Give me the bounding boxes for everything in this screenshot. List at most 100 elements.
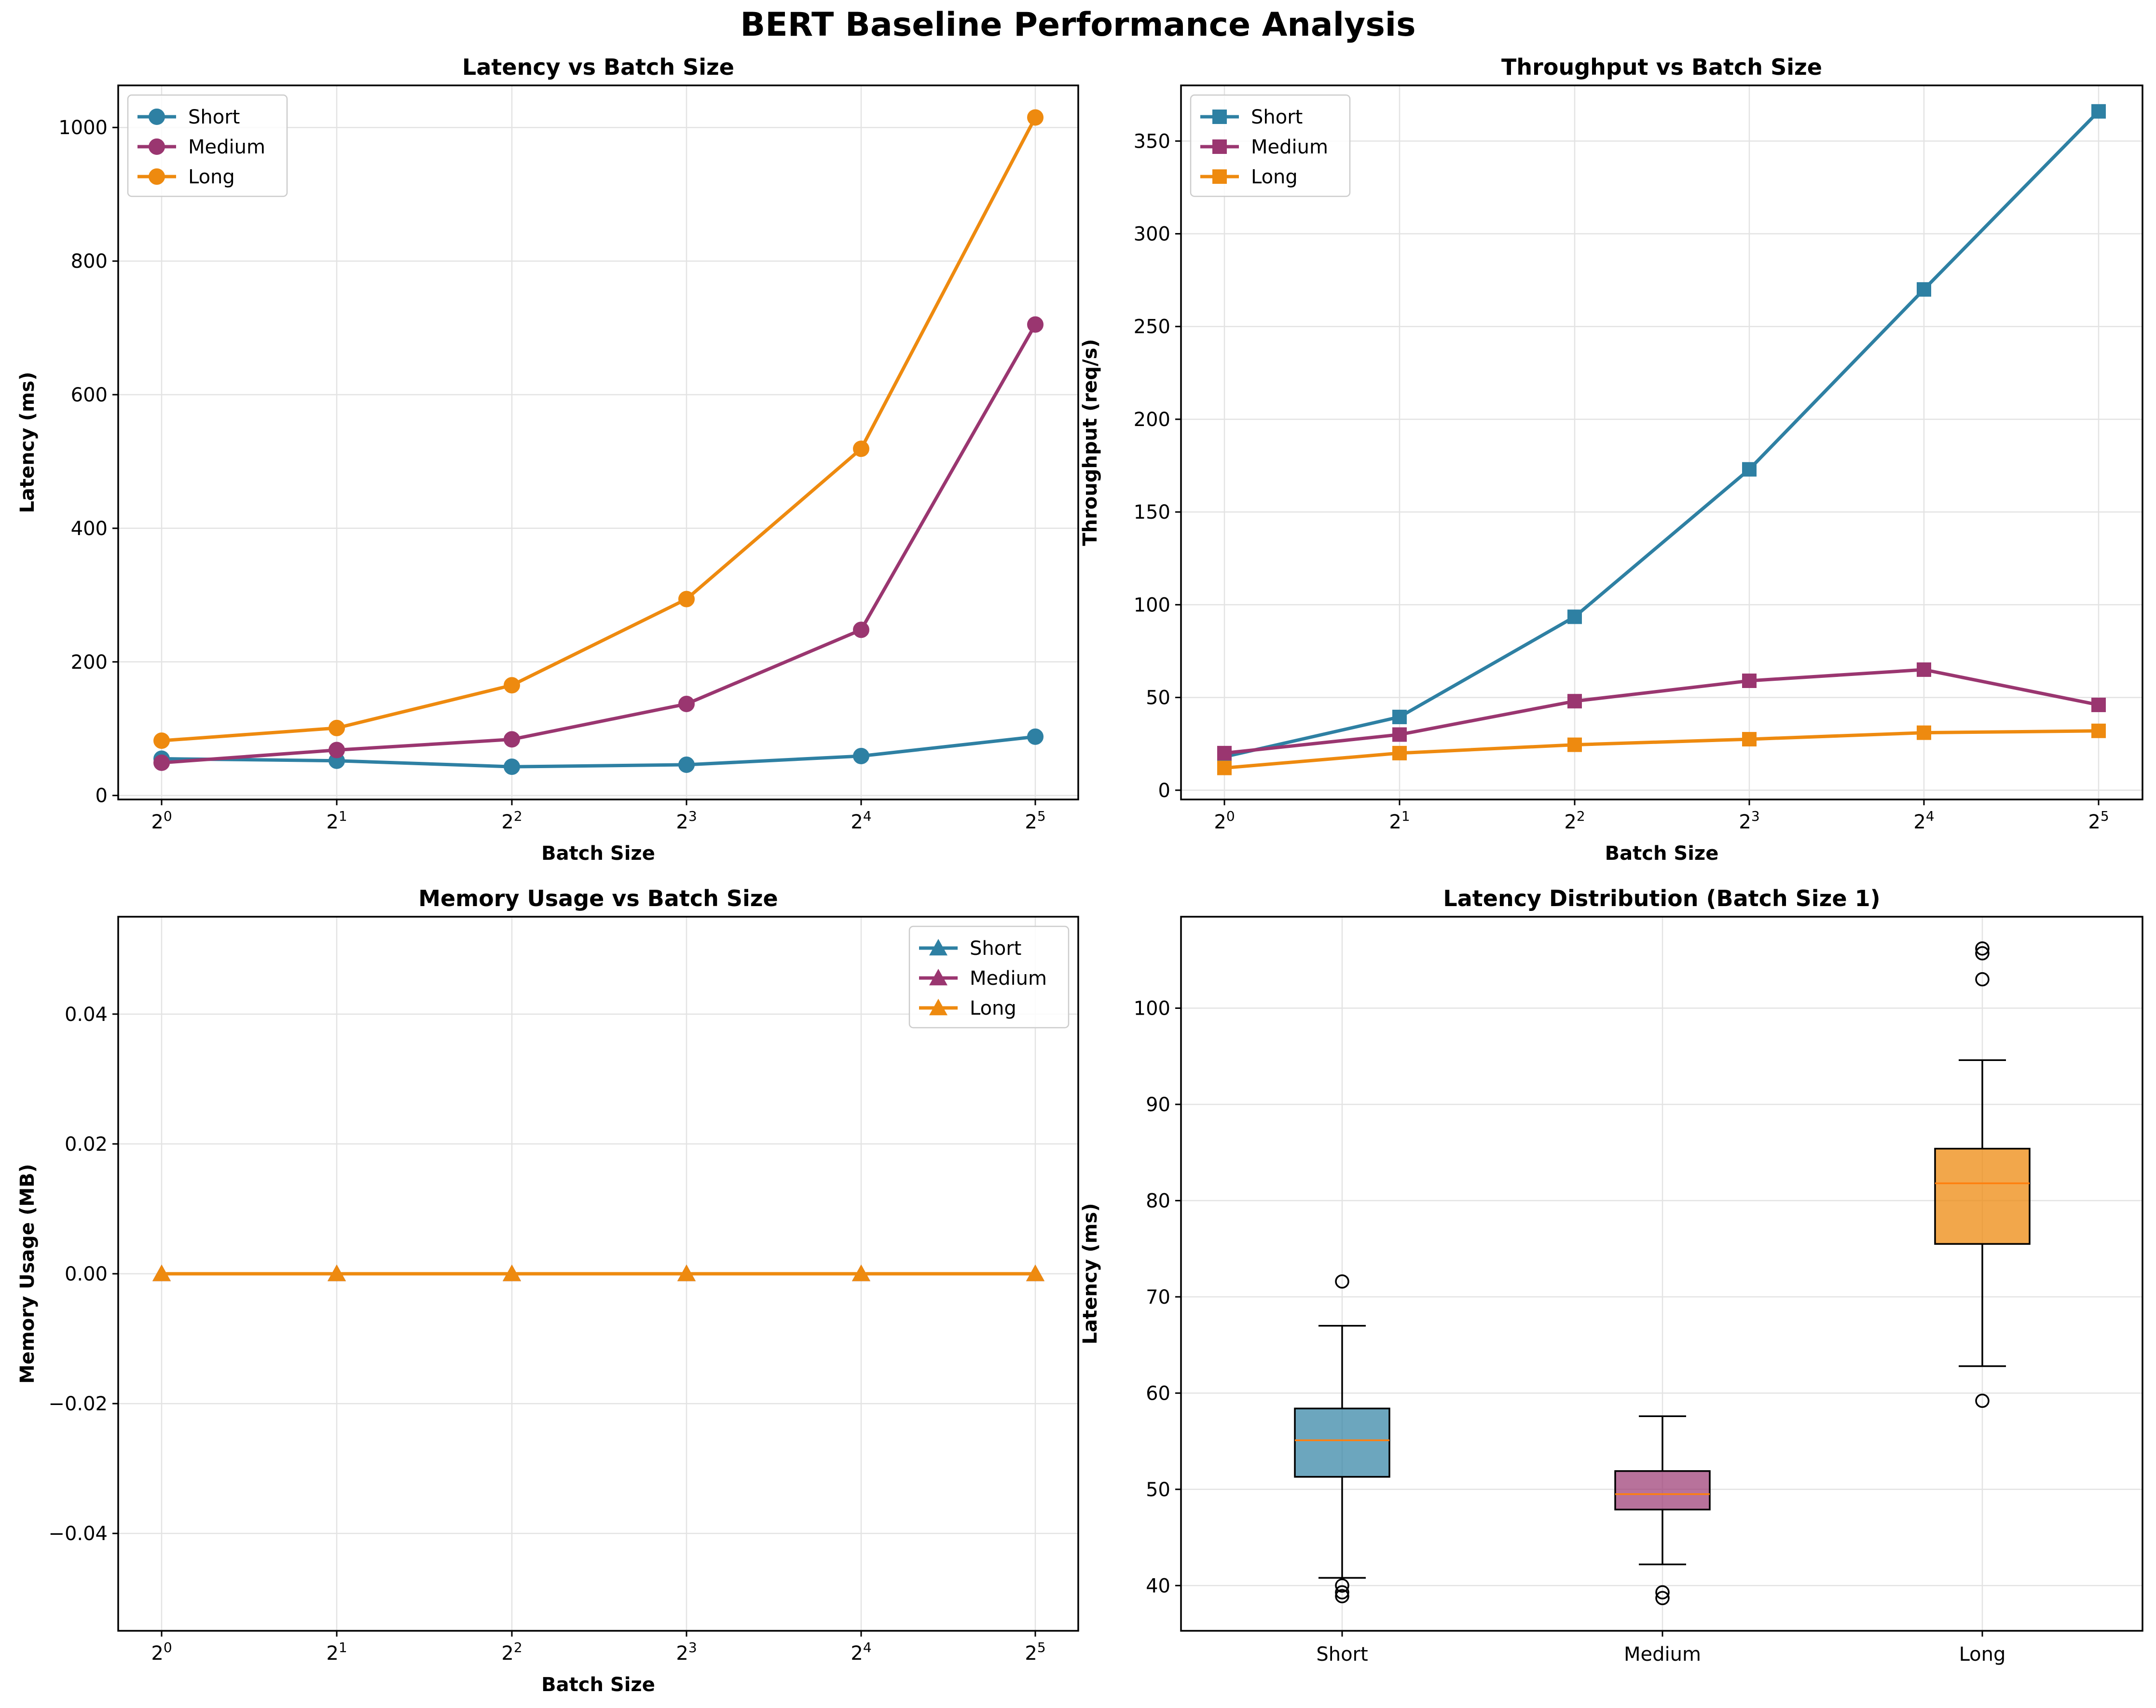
y-tick-label: 300 bbox=[1134, 223, 1170, 246]
data-point-long bbox=[329, 719, 345, 736]
data-point-short bbox=[678, 757, 695, 773]
data-point-medium bbox=[1567, 694, 1582, 709]
x-tick-label: Medium bbox=[1624, 1643, 1701, 1666]
box-short bbox=[1294, 1274, 1390, 1603]
series-line-long bbox=[161, 116, 1037, 743]
y-tick-label: 250 bbox=[1134, 316, 1170, 338]
legend-label: Long bbox=[1251, 166, 1298, 188]
outlier-point bbox=[1335, 1585, 1349, 1599]
outlier-point bbox=[1975, 1393, 1990, 1408]
y-tick-label: 350 bbox=[1134, 130, 1170, 152]
y-tick-label: 40 bbox=[1146, 1575, 1170, 1597]
figure-title: BERT Baseline Performance Analysis bbox=[740, 6, 1416, 44]
y-tick-label: 400 bbox=[71, 518, 108, 540]
legend-label: Medium bbox=[970, 967, 1047, 990]
legend-marker bbox=[1212, 110, 1227, 124]
data-point-medium bbox=[678, 696, 695, 713]
legend-marker bbox=[149, 138, 165, 155]
y-axis-label: Latency (ms) bbox=[16, 372, 39, 513]
legend-box bbox=[127, 94, 288, 197]
data-point-long bbox=[1567, 737, 1582, 752]
data-point-long bbox=[152, 1265, 171, 1281]
x-tick-label: 25 bbox=[1025, 1639, 1045, 1665]
y-tick-label: 50 bbox=[1146, 687, 1170, 709]
series-line-short bbox=[161, 735, 1036, 769]
outlier-point bbox=[1655, 1591, 1670, 1605]
data-point-short bbox=[1917, 282, 1931, 297]
legend-label: Short bbox=[970, 937, 1021, 960]
data-point-long bbox=[1917, 725, 1931, 740]
x-tick-label: 22 bbox=[501, 1639, 522, 1665]
series-line-long bbox=[1224, 729, 2099, 770]
y-tick-label: 0.04 bbox=[65, 1004, 108, 1026]
outlier-point bbox=[1335, 1274, 1349, 1289]
y-tick-label: 0 bbox=[96, 785, 108, 807]
legend-marker bbox=[1212, 139, 1227, 154]
legend-marker bbox=[149, 168, 165, 185]
y-tick-label: −0.04 bbox=[48, 1523, 108, 1545]
data-point-short bbox=[853, 748, 869, 765]
legend-marker bbox=[929, 939, 948, 956]
data-point-short bbox=[1567, 609, 1582, 624]
data-point-medium bbox=[1217, 745, 1232, 760]
y-tick-label: 80 bbox=[1146, 1190, 1170, 1212]
chart-title: Latency Distribution (Batch Size 1) bbox=[1443, 885, 1880, 911]
x-tick-label: 22 bbox=[1564, 808, 1585, 833]
data-point-medium bbox=[329, 742, 345, 758]
box-iqr bbox=[1934, 1147, 2031, 1245]
data-point-short bbox=[2091, 104, 2106, 119]
data-point-medium bbox=[1027, 316, 1044, 333]
outlier-point bbox=[1975, 946, 1990, 961]
box-iqr bbox=[1614, 1470, 1711, 1511]
data-point-long bbox=[504, 677, 520, 694]
data-point-long bbox=[328, 1265, 346, 1281]
chart-throughput: 20 21 22 23 24 25050100150200250300350Through… bbox=[1079, 54, 2143, 865]
y-tick-label: 0.02 bbox=[65, 1133, 108, 1156]
plot-frame bbox=[1180, 916, 2143, 1632]
box-iqr bbox=[1294, 1407, 1390, 1478]
x-tick-label: 21 bbox=[1389, 808, 1410, 833]
y-tick-label: 70 bbox=[1146, 1286, 1170, 1309]
data-point-long bbox=[1027, 109, 1044, 126]
x-tick-label: 25 bbox=[1025, 808, 1045, 833]
data-point-medium bbox=[853, 621, 869, 638]
x-tick-label: 21 bbox=[326, 808, 347, 833]
legend-marker bbox=[929, 999, 948, 1016]
outlier-point bbox=[1335, 1578, 1349, 1593]
chart-title: Memory Usage vs Batch Size bbox=[418, 885, 778, 911]
outlier-point bbox=[1335, 1589, 1349, 1603]
data-point-short bbox=[1392, 709, 1407, 724]
x-tick-label: 20 bbox=[151, 808, 172, 833]
y-tick-label: 60 bbox=[1146, 1382, 1170, 1405]
data-point-long bbox=[153, 732, 170, 749]
legend-marker bbox=[1212, 169, 1227, 184]
data-point-long bbox=[1742, 732, 1757, 747]
chart-title: Latency vs Batch Size bbox=[462, 54, 734, 80]
plot-frame bbox=[1180, 84, 2143, 800]
data-point-long bbox=[852, 1265, 870, 1281]
legend-marker bbox=[149, 109, 165, 125]
chart-title: Throughput vs Batch Size bbox=[1501, 54, 1822, 80]
data-point-short bbox=[504, 758, 520, 775]
y-tick-label: 0.00 bbox=[65, 1263, 108, 1285]
y-tick-label: 1000 bbox=[58, 117, 108, 139]
x-axis-label: Batch Size bbox=[1605, 842, 1719, 865]
x-tick-label: 25 bbox=[2088, 808, 2109, 833]
data-point-long bbox=[1392, 745, 1407, 760]
x-tick-label: 24 bbox=[851, 808, 871, 833]
y-tick-label: 90 bbox=[1146, 1094, 1170, 1116]
chart-latency: 20 21 22 23 24 25 0 200 400 600 800 1000 Latency vs … bbox=[16, 54, 1079, 865]
data-point-long bbox=[2091, 723, 2106, 738]
legend: Short Medium Long bbox=[127, 94, 288, 197]
legend-label: Medium bbox=[1251, 136, 1328, 158]
data-point-short bbox=[1742, 462, 1757, 477]
x-tick-label: Long bbox=[1959, 1643, 2006, 1666]
outlier-point bbox=[1975, 972, 1990, 987]
data-point-medium bbox=[153, 754, 170, 771]
legend-box bbox=[908, 925, 1070, 1029]
legend-label: Medium bbox=[188, 136, 265, 158]
plot-frame bbox=[117, 916, 1079, 1632]
legend-label: Short bbox=[188, 106, 240, 128]
box-medium bbox=[1614, 1415, 1711, 1605]
